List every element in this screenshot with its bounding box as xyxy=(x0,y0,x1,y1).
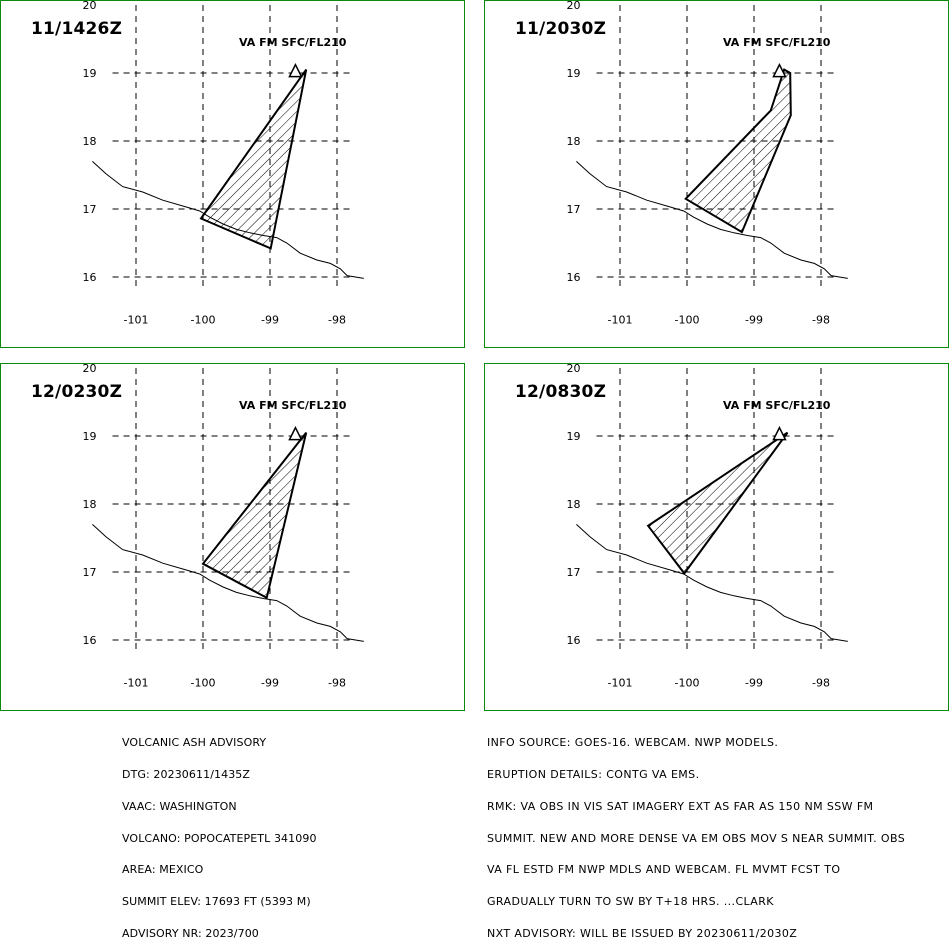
y-tick-label: 17 xyxy=(83,203,97,216)
panel-time: 12/0230Z xyxy=(31,382,123,402)
y-tick-label: 20 xyxy=(567,362,581,375)
panel-time: 11/2030Z xyxy=(515,19,607,39)
y-tick-label: 17 xyxy=(567,566,581,579)
panel-time: 11/1426Z xyxy=(31,19,123,39)
advisory-remarks-block: INFO SOURCE: GOES-16. WEBCAM. NWP MODELS… xyxy=(487,717,905,950)
y-tick-label: 20 xyxy=(83,0,97,12)
map-svg: -101 -100 -99 -98 20 19 18 17 16 xyxy=(83,0,364,327)
panel-flight-level: VA FM SFC/FL210 xyxy=(239,36,347,49)
y-tick-label: 19 xyxy=(567,430,581,443)
coastline xyxy=(576,161,848,279)
y-tick-label: 18 xyxy=(83,498,97,511)
x-tick-label: -98 xyxy=(328,314,346,327)
volcano-triangle-icon xyxy=(772,62,787,78)
panel-flight-level: VA FM SFC/FL210 xyxy=(723,399,831,412)
advisory-line: VA FL ESTD FM NWP MDLS AND WEBCAM. FL MV… xyxy=(487,863,841,877)
advisory-header-block: VOLCANIC ASH ADVISORY DTG: 20230611/1435… xyxy=(122,717,317,950)
x-tick-label: -99 xyxy=(745,314,763,327)
advisory-line: GRADUALLY TURN TO SW BY T+18 HRS. ...CLA… xyxy=(487,895,774,909)
y-tick-label: 16 xyxy=(83,271,97,284)
x-tick-label: -101 xyxy=(608,314,633,327)
volcanic-ash-area xyxy=(201,431,308,600)
volcano-triangle-icon xyxy=(288,425,303,441)
volcanic-ash-area xyxy=(684,68,792,234)
map-svg: -101 -100 -99 -98 20 19 18 17 16 xyxy=(567,362,848,690)
advisory-line: ERUPTION DETAILS: CONTG VA EMS. xyxy=(487,767,700,781)
coastline xyxy=(576,524,848,642)
map-svg: -101 -100 -99 -98 20 19 18 17 16 xyxy=(567,0,848,327)
x-tick-label: -100 xyxy=(675,677,700,690)
advisory-line: SUMMIT ELEV: 17693 FT (5393 M) xyxy=(122,895,311,909)
x-tick-label: -100 xyxy=(675,314,700,327)
y-tick-label: 16 xyxy=(567,634,581,647)
map-panel-2: -101 -100 -99 -98 20 19 18 17 16 11/2030Z VA FM … xyxy=(484,0,949,348)
y-tick-label: 18 xyxy=(567,135,581,148)
advisory-line: VOLCANIC ASH ADVISORY xyxy=(122,736,267,750)
map-panel-4: -101 -100 -99 -98 20 19 18 17 16 12/0830Z VA FM … xyxy=(484,362,949,711)
x-tick-label: -98 xyxy=(812,314,830,327)
y-tick-label: 19 xyxy=(83,430,97,443)
y-tick-label: 18 xyxy=(567,498,581,511)
y-tick-label: 16 xyxy=(567,271,581,284)
x-tick-label: -101 xyxy=(124,314,149,327)
x-tick-label: -100 xyxy=(191,314,216,327)
advisory-line: RMK: VA OBS IN VIS SAT IMAGERY EXT AS FA… xyxy=(487,799,874,813)
panel-time: 12/0830Z xyxy=(515,382,607,402)
advisory-line: VAAC: WASHINGTON xyxy=(122,799,237,813)
advisory-line: SUMMIT. NEW AND MORE DENSE VA EM OBS MOV… xyxy=(487,831,906,845)
y-tick-label: 19 xyxy=(83,67,97,80)
advisory-line: INFO SOURCE: GOES-16. WEBCAM. NWP MODELS… xyxy=(487,736,779,750)
advisory-line: ADVISORY NR: 2023/700 xyxy=(122,926,259,940)
y-tick-label: 20 xyxy=(567,0,581,12)
x-tick-label: -98 xyxy=(812,677,830,690)
map-svg: -101 -100 -99 -98 20 19 18 17 16 xyxy=(83,362,364,690)
x-tick-label: -99 xyxy=(261,314,279,327)
x-tick-label: -99 xyxy=(745,677,763,690)
x-tick-label: -101 xyxy=(124,677,149,690)
panel-flight-level: VA FM SFC/FL210 xyxy=(723,36,831,49)
y-tick-label: 17 xyxy=(83,566,97,579)
volcanic-ash-area xyxy=(646,431,789,576)
x-tick-label: -101 xyxy=(608,677,633,690)
volcano-triangle-icon xyxy=(772,425,787,441)
y-tick-label: 18 xyxy=(83,135,97,148)
advisory-line: DTG: 20230611/1435Z xyxy=(122,767,251,781)
advisory-line: NXT ADVISORY: WILL BE ISSUED BY 20230611… xyxy=(487,926,798,940)
y-tick-label: 19 xyxy=(567,67,581,80)
map-panel-3: -101 -100 -99 -98 20 19 18 17 16 12/0230Z VA FM … xyxy=(0,362,465,711)
volcano-triangle-icon xyxy=(288,62,303,78)
y-tick-label: 17 xyxy=(567,203,581,216)
coastline xyxy=(92,524,364,642)
advisory-line: AREA: MEXICO xyxy=(122,863,204,877)
x-tick-label: -98 xyxy=(328,677,346,690)
y-tick-label: 16 xyxy=(83,634,97,647)
volcanic-ash-area xyxy=(199,69,308,250)
y-tick-label: 20 xyxy=(83,362,97,375)
x-tick-label: -100 xyxy=(191,677,216,690)
x-tick-label: -99 xyxy=(261,677,279,690)
map-panel-1: -101 -100 -99 -98 20 19 18 17 16 11/1426Z VA FM … xyxy=(0,0,465,348)
advisory-line: VOLCANO: POPOCATEPETL 341090 xyxy=(122,831,317,845)
panel-flight-level: VA FM SFC/FL210 xyxy=(239,399,347,412)
